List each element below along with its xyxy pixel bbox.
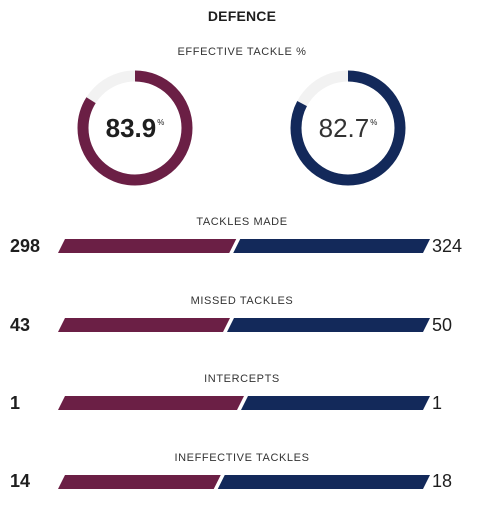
stat-bars — [58, 318, 430, 332]
home-stat-value: 14 — [10, 471, 31, 491]
away-stat-value: 50 — [432, 315, 453, 335]
away-bar — [241, 396, 430, 410]
away-stat-value: 1 — [432, 393, 443, 413]
home-effective-tackle-donut: 83.9 % — [75, 68, 195, 188]
effective-tackle-label: EFFECTIVE TACKLE % — [177, 46, 307, 58]
away-percent-sign: % — [370, 117, 378, 127]
stat-label: INEFFECTIVE TACKLES — [174, 452, 310, 464]
away-bar — [227, 318, 430, 332]
home-stat-value: 1 — [10, 393, 21, 413]
home-percent-sign: % — [157, 117, 165, 127]
home-bar — [58, 396, 244, 410]
home-bar — [58, 239, 237, 253]
home-effective-tackle-value: 83.9 — [105, 113, 157, 143]
stat-label: MISSED TACKLES — [190, 295, 294, 307]
home-stat-value: 43 — [10, 315, 31, 335]
away-donut-arc — [290, 70, 406, 186]
stat-bars — [58, 475, 430, 489]
home-donut-graphic — [77, 70, 193, 186]
away-bar — [233, 239, 430, 253]
home-bar — [58, 318, 230, 332]
home-donut-arc — [77, 70, 193, 186]
home-stat-value: 298 — [10, 236, 41, 256]
away-effective-tackle-value: 82.7 — [318, 113, 370, 143]
home-bar — [58, 475, 221, 489]
away-bar — [217, 475, 430, 489]
away-donut-graphic — [290, 70, 406, 186]
stat-bars — [58, 396, 430, 410]
section-title: DEFENCE — [207, 8, 277, 24]
away-stat-value: 324 — [432, 236, 463, 256]
stat-label: TACKLES MADE — [196, 216, 288, 228]
away-stat-value: 18 — [432, 471, 453, 491]
stat-bars — [58, 239, 430, 253]
away-effective-tackle-donut: 82.7 % — [288, 68, 408, 188]
stat-label: INTERCEPTS — [204, 373, 280, 385]
